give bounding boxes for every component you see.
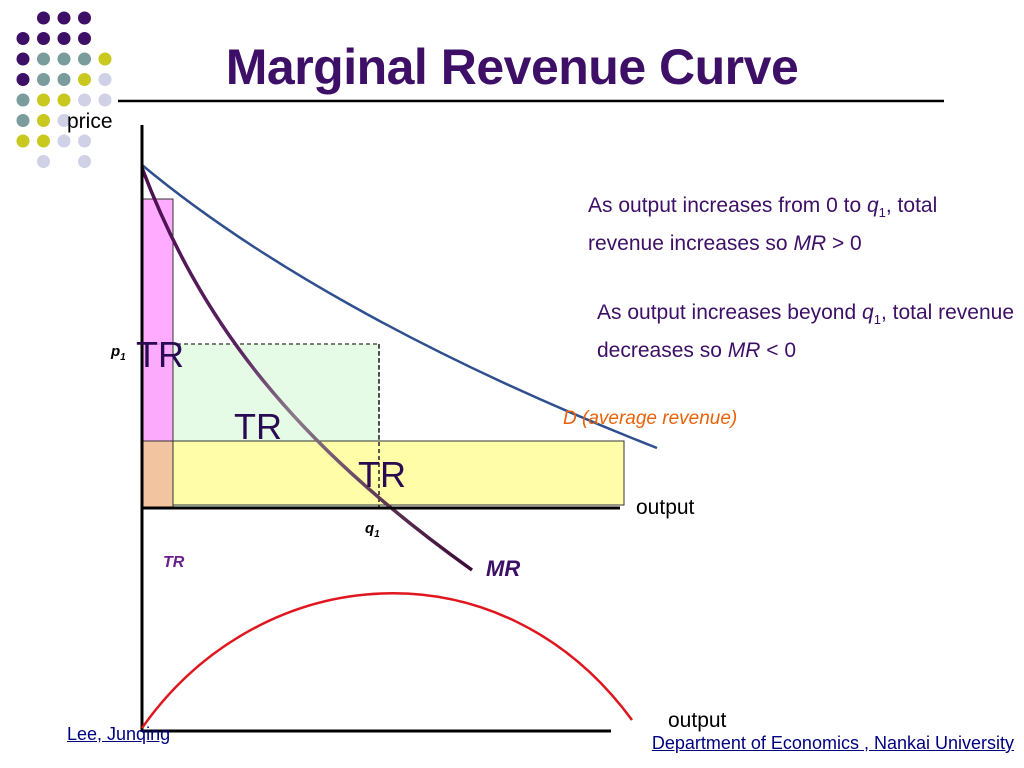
mr-label: MR [486,556,521,581]
slide-title: Marginal Revenue Curve [225,39,799,95]
corner-dot [57,52,71,66]
corner-dot [98,93,112,107]
note1-prefix: As output increases from 0 to [588,194,867,217]
lower-output-label: output [668,709,727,732]
corner-dot [57,32,71,45]
corner-dot [16,134,30,148]
corner-dot [98,52,112,66]
corner-dot [78,93,91,107]
note2-mid: , total revenue decreases so [597,301,1015,363]
corner-dot-pattern [16,11,112,168]
corner-dot [57,73,71,86]
price-axis-label: price [67,110,113,133]
q1-subscript: 1 [374,529,380,540]
corner-dot [57,114,71,127]
demand-curve [141,164,658,450]
footer-department: Department of Economics , Nankai Univers… [651,733,1014,753]
note1-mid: , total revenue increases so [588,194,938,256]
corner-dot [16,114,30,127]
q1-label: q1 [365,520,380,540]
note1-var: q [866,194,879,217]
corner-dot [78,52,91,66]
corner-dot [78,11,91,25]
demand-label: D (average revenue) [563,408,738,429]
note1-suffix: > 0 [826,232,862,256]
note2-prefix: As output increases beyond [597,301,863,324]
corner-dot [37,155,50,168]
corner-dot [78,73,91,86]
corner-dot [16,52,30,66]
note2-var: q [862,301,874,324]
corner-dot [57,134,71,148]
tr-rect-overlap [141,440,174,508]
corner-dot [16,73,30,86]
note-mr-positive: As output increases from 0 to q1, total … [588,190,1018,259]
corner-dot [37,73,50,86]
corner-dot [37,114,50,127]
corner-dot [98,73,112,86]
tr-label-pink: TR [136,334,184,375]
p1-label: p1 [111,343,126,363]
mr-curve [140,167,474,572]
note-mr-negative: As output increases beyond q1, total rev… [597,297,1022,366]
tr-curve [140,592,634,729]
tr-rect-yellow [141,440,625,506]
corner-dot [37,93,50,107]
corner-dot [37,32,50,45]
note2-var2: MR [727,339,761,363]
corner-dot [16,32,30,45]
note2-suffix: < 0 [760,339,797,363]
note2-sub: 1 [873,312,881,328]
note1-sub: 1 [878,205,886,221]
corner-dot [16,93,30,107]
corner-dot [37,52,50,66]
p1-letter: p [111,343,121,360]
lower-tr-axis-label: TR [163,554,185,571]
corner-dot [37,134,50,148]
upper-output-label: output [636,496,695,519]
note1-var2: MR [793,232,827,256]
q1-letter: q [365,520,375,537]
corner-dot [78,134,91,148]
corner-dot [78,155,91,168]
corner-dot [37,11,50,25]
corner-dot [57,93,71,107]
footer-author: Lee, Junqing [67,724,171,744]
p1-subscript: 1 [120,352,126,363]
tr-label-yellow: TR [358,454,406,495]
corner-dot [78,32,91,45]
tr-label-green: TR [234,406,282,447]
corner-dot [57,11,71,25]
